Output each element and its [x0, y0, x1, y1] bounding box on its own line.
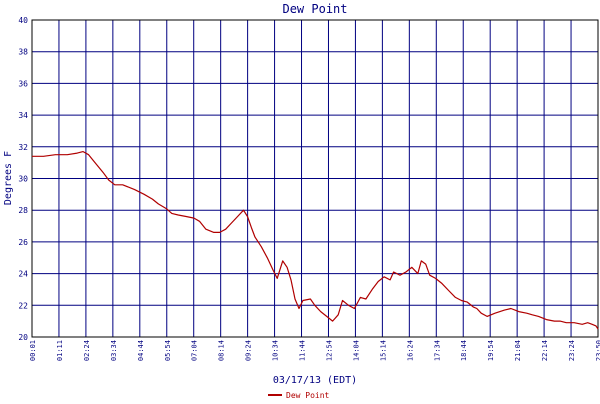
series-layer [32, 151, 599, 330]
x-tick-label: 23:50 [595, 340, 600, 361]
y-tick-label: 28 [18, 206, 28, 215]
x-axis-label: 03/17/13 (EDT) [273, 375, 357, 386]
y-tick-label: 40 [18, 16, 28, 25]
x-tick-label: 18:44 [460, 340, 468, 361]
x-tick-label: 02:24 [83, 340, 91, 361]
x-tick-label: 16:24 [406, 340, 414, 361]
legend-label: Dew Point [286, 391, 330, 400]
x-tick-label: 11:44 [299, 340, 307, 361]
x-tick-label: 10:34 [272, 340, 280, 361]
x-tick-label: 12:54 [325, 340, 333, 361]
grid-layer [31, 19, 599, 338]
legend: Dew Point [268, 391, 330, 400]
x-tick-label: 05:54 [164, 340, 172, 361]
x-tick-label: 23:24 [568, 340, 576, 361]
y-axis-label: Degrees F [3, 151, 14, 205]
x-tick-label: 15:14 [379, 340, 387, 361]
x-tick-label: 19:54 [487, 340, 495, 361]
x-tick-labels: 00:01 01:11 02:24 03:34 04:44 05:54 07:04 08:14… [29, 340, 600, 361]
y-tick-label: 34 [18, 111, 28, 120]
series-line-dew-point [32, 151, 599, 330]
x-tick-label: 04:44 [137, 340, 145, 361]
x-tick-label: 01:11 [56, 340, 64, 361]
y-tick-label: 38 [18, 48, 28, 57]
y-tick-label: 22 [18, 301, 28, 310]
x-tick-label: 08:14 [218, 340, 226, 361]
y-tick-label: 30 [18, 175, 28, 184]
y-tick-label: 36 [18, 79, 28, 88]
chart-title: Dew Point [282, 2, 347, 16]
y-tick-label: 20 [18, 333, 28, 342]
y-tick-label: 24 [18, 270, 28, 279]
y-tick-label: 32 [18, 143, 28, 152]
x-tick-label: 14:04 [352, 340, 360, 361]
x-tick-label: 07:04 [191, 340, 199, 361]
y-tick-labels: 20 22 24 26 28 30 32 34 36 38 40 [18, 16, 28, 342]
x-tick-label: 22:14 [541, 340, 549, 361]
plot-border [31, 19, 599, 338]
x-tick-label: 00:01 [29, 340, 37, 361]
y-tick-label: 26 [18, 238, 28, 247]
x-tick-label: 09:24 [245, 340, 253, 361]
x-tick-label: 03:34 [110, 340, 118, 361]
x-tick-label: 21:04 [514, 340, 522, 361]
x-tick-label: 17:34 [433, 340, 441, 361]
